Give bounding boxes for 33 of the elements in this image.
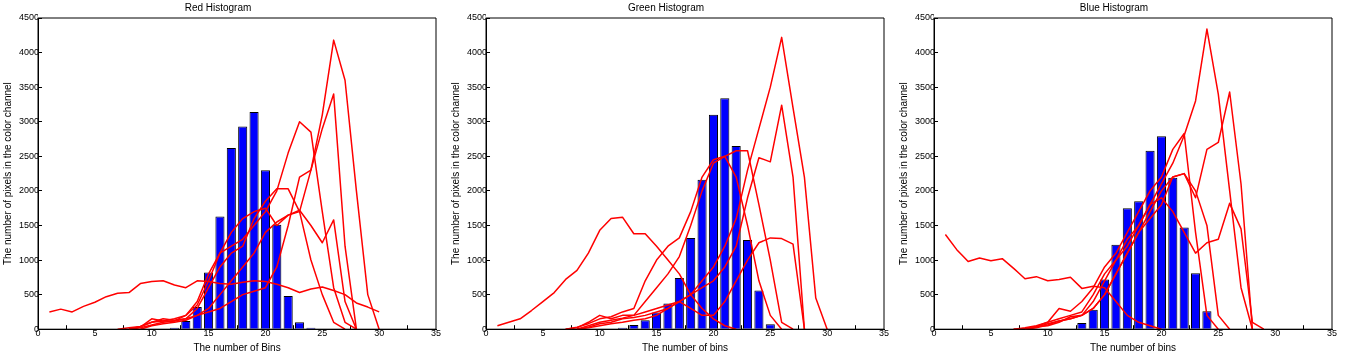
y-tick-label: 3000 xyxy=(914,116,936,127)
x-axis-title: The number of bins xyxy=(641,341,729,353)
chart-title: Blue Histogram xyxy=(1079,1,1149,13)
x-tick-label: 10 xyxy=(1042,328,1053,339)
x-tick-label: 15 xyxy=(203,328,214,339)
x-tick-label: 25 xyxy=(317,328,328,339)
x-tick-label: 20 xyxy=(260,328,271,339)
x-tick-label: 5 xyxy=(540,328,546,339)
x-tick-label: 15 xyxy=(1099,328,1110,339)
x-tick-label: 10 xyxy=(594,328,605,339)
y-axis-title: The number of pixels in the color channel xyxy=(449,82,461,266)
x-tick-label: 30 xyxy=(374,328,385,339)
x-tick-label: 25 xyxy=(1213,328,1224,339)
x-tick-label: 35 xyxy=(430,328,442,339)
x-tick-label: 35 xyxy=(878,328,890,339)
x-tick-label: 35 xyxy=(1326,328,1338,339)
y-axis-title: The number of pixels in the color channel xyxy=(1,82,13,266)
x-tick-label: 25 xyxy=(765,328,776,339)
x-tick-label: 10 xyxy=(146,328,157,339)
x-tick-label: 30 xyxy=(1270,328,1281,339)
x-axis-title: The number of Bins xyxy=(193,341,281,353)
x-tick-label: 30 xyxy=(822,328,833,339)
x-tick-label: 5 xyxy=(92,328,98,339)
x-axis-title: The number of bins xyxy=(1089,341,1177,353)
y-tick-label: 3000 xyxy=(466,116,488,127)
x-tick-label: 20 xyxy=(1156,328,1167,339)
chart-title: Red Histogram xyxy=(184,1,252,13)
chart-title: Green Histogram xyxy=(627,1,705,13)
x-tick-label: 15 xyxy=(651,328,662,339)
x-tick-label: 5 xyxy=(988,328,994,339)
y-axis-title: The number of pixels in the color channel xyxy=(897,82,909,266)
y-tick-label: 3000 xyxy=(18,116,40,127)
x-tick-label: 20 xyxy=(708,328,719,339)
